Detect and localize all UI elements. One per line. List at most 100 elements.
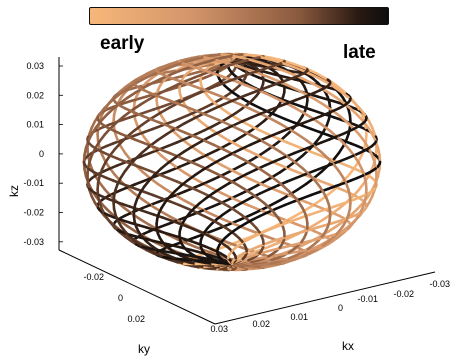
x-tick-label: 0.02 — [252, 319, 270, 329]
spiral-segment — [358, 133, 366, 143]
spiral-segment — [249, 191, 260, 200]
x-axis-line — [214, 271, 436, 325]
spiral-segment — [194, 61, 206, 67]
spiral-segment — [165, 127, 177, 136]
spiral-segment — [136, 207, 147, 214]
spiral-segment — [308, 108, 320, 114]
spiral-segment — [222, 98, 235, 106]
spiral-segment — [184, 184, 197, 191]
spiral-segment — [174, 194, 186, 202]
spiral-segment — [285, 83, 298, 91]
spiral-segment — [260, 139, 273, 148]
spiral-segment — [198, 119, 208, 128]
spiral-segment — [267, 75, 280, 83]
spiral-segment — [156, 182, 168, 191]
spiral-segment — [133, 138, 144, 144]
spiral-segment — [233, 74, 245, 81]
spiral-segment — [319, 123, 331, 132]
spiral-segment — [302, 144, 315, 151]
spiral-segment — [160, 216, 172, 222]
spiral-segment — [334, 181, 346, 188]
spiral-segment — [152, 105, 164, 111]
spiral-segment — [206, 168, 219, 176]
spiral-segment — [149, 204, 162, 213]
spiral-segment — [259, 147, 271, 156]
spiral-segment — [284, 62, 295, 69]
spiral-segment — [358, 181, 366, 191]
spiral-segment — [134, 130, 146, 137]
spiral-segment — [219, 134, 231, 142]
spiral-segment — [196, 153, 209, 161]
spiral-segment — [179, 179, 189, 188]
spiral-segment — [293, 209, 306, 218]
spiral-segment — [326, 91, 338, 99]
spiral-segment — [241, 91, 254, 98]
spiral-segment — [302, 204, 315, 213]
spiral-segment — [187, 92, 200, 100]
spiral-segment — [269, 144, 282, 153]
spiral-segment — [267, 241, 280, 249]
spiral-segment — [274, 66, 287, 73]
spiral-segment — [128, 157, 138, 167]
spiral-segment — [332, 163, 341, 173]
z-tick-label: -0.02 — [23, 208, 44, 218]
spiral-segment — [114, 90, 124, 99]
spiral-segment — [267, 173, 278, 182]
spiral-segment — [151, 124, 163, 131]
spiral-segment — [337, 85, 347, 94]
spiral-segment — [345, 120, 355, 130]
spiral-segment — [250, 112, 263, 119]
spiral-segment — [313, 218, 325, 227]
spiral-segment — [219, 64, 230, 70]
spiral-segment — [183, 144, 195, 153]
spiral-segment — [220, 120, 234, 128]
spiral-segment — [236, 80, 249, 87]
spiral-segment — [238, 143, 252, 151]
spiral-segment — [186, 82, 197, 88]
spiral-segment — [131, 103, 142, 112]
spiral-segment — [276, 222, 287, 228]
spiral-segment — [241, 120, 253, 128]
spiral-segment — [177, 161, 190, 169]
spiral-segment — [330, 235, 341, 243]
spiral-segment — [201, 112, 214, 119]
spiral-segment — [312, 203, 323, 210]
x-tick-label: -0.01 — [357, 294, 378, 304]
spiral-segment — [281, 131, 291, 140]
spiral-segment — [261, 228, 272, 234]
spiral-segment — [300, 105, 312, 111]
spiral-segment — [268, 131, 281, 138]
spiral-segment — [142, 127, 155, 134]
spiral-segment — [139, 152, 151, 158]
spiral-segment — [274, 96, 287, 104]
z-axis-label: kz — [7, 185, 21, 197]
z-tick-label: 0.03 — [26, 61, 44, 71]
spiral-segment — [319, 180, 331, 186]
spiral-segment — [287, 188, 299, 197]
spiral-segment — [285, 60, 296, 66]
spiral-segment — [283, 117, 295, 124]
spiral-segment — [158, 169, 171, 176]
spiral-segment — [202, 139, 216, 147]
spiral-segment — [304, 148, 317, 155]
spiral-segment — [294, 153, 305, 163]
spiral-segment — [151, 77, 163, 85]
spiral-segment — [210, 218, 220, 225]
spiral-segment — [241, 186, 252, 195]
spiral-segment — [320, 150, 330, 160]
z-tick-label: 0 — [39, 149, 44, 159]
spiral-segment — [224, 77, 237, 84]
spiral-segment — [241, 226, 254, 233]
spiral-segment — [148, 117, 160, 124]
spiral-segment — [169, 62, 180, 69]
x-tick-labels: 0.03 0.02 0.01 0 -0.01 -0.02 -0.03 — [210, 279, 450, 334]
spiral-segment — [296, 133, 308, 142]
spiral-segment — [118, 96, 129, 105]
spiral-segment — [115, 161, 126, 167]
spiral-segment — [296, 182, 308, 191]
spiral-segment — [160, 65, 172, 72]
spiral-segment — [274, 203, 287, 210]
x-tick-label: 0.03 — [210, 324, 228, 334]
y-axis-label: ky — [138, 342, 150, 356]
